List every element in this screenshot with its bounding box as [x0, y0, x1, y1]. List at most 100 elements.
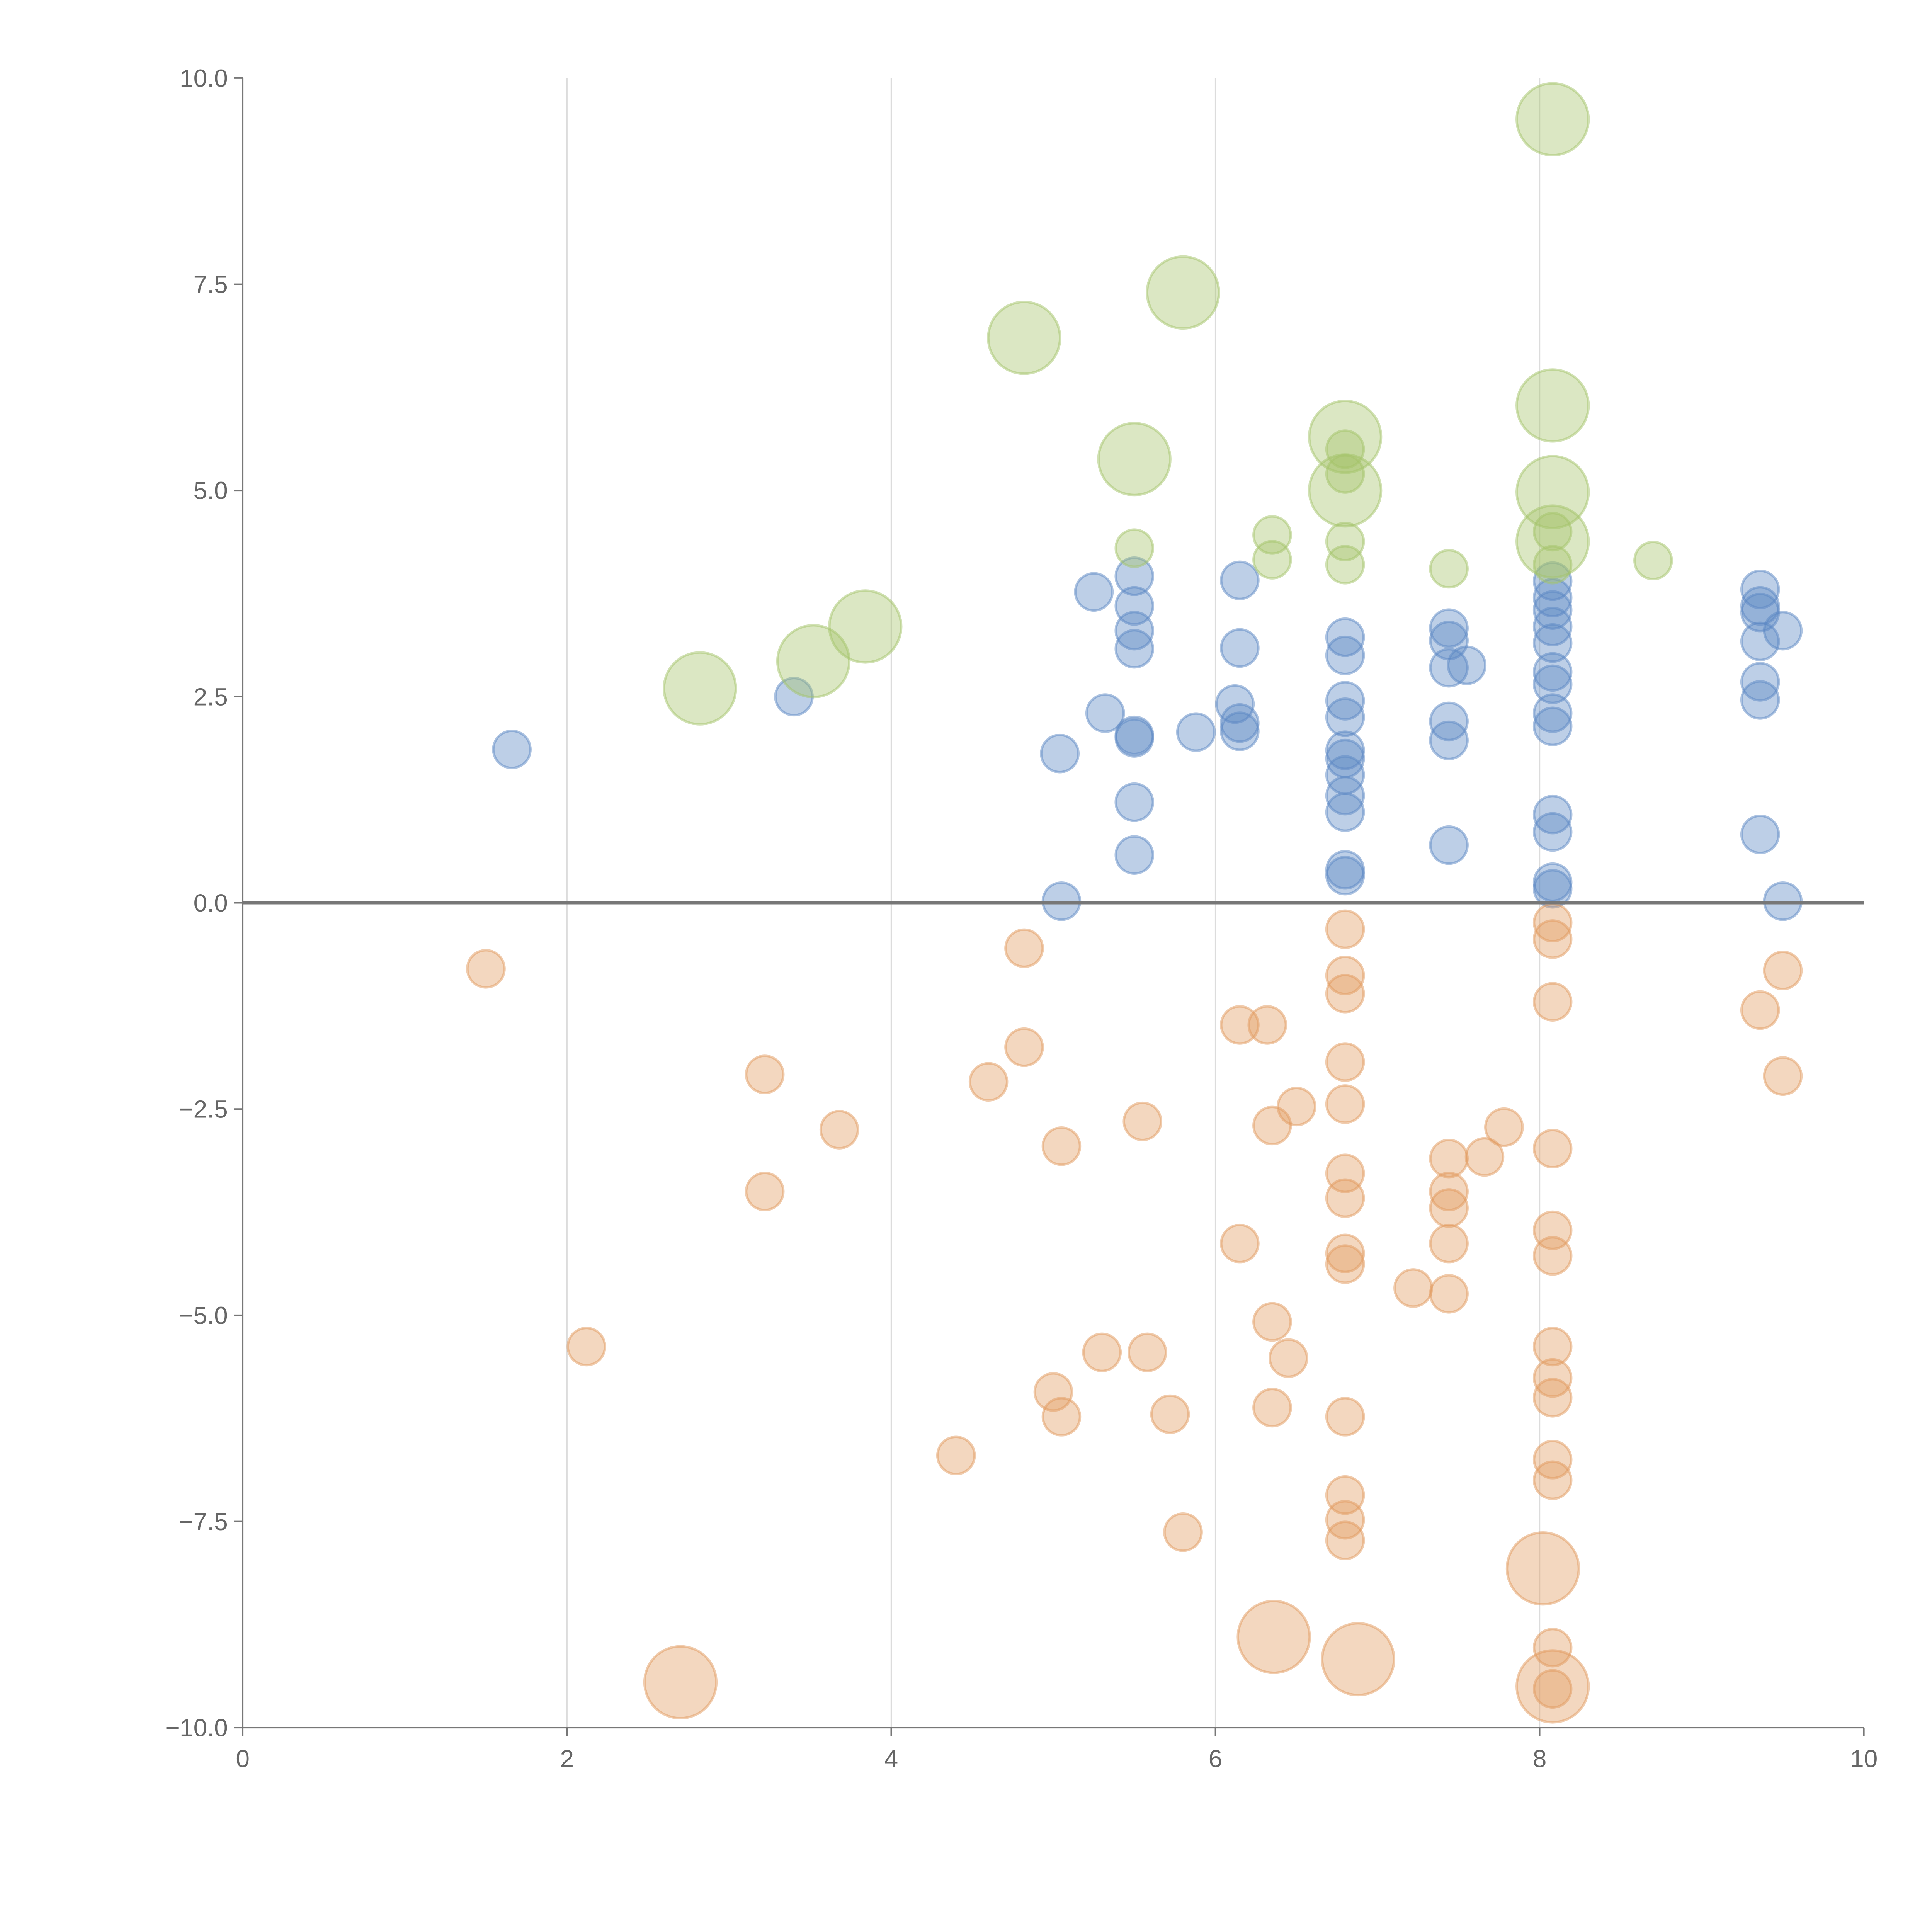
x-tick-label: 4: [884, 1745, 898, 1773]
data-point-blue: [1740, 570, 1780, 609]
data-point-orange-large: [1236, 1600, 1311, 1674]
data-point-orange: [1429, 1138, 1469, 1179]
data-point-orange: [1532, 1236, 1573, 1276]
y-tick-label: −5.0: [179, 1301, 228, 1329]
data-point-green-large: [1308, 400, 1383, 474]
data-point-orange: [1532, 1129, 1573, 1168]
data-point-green-large: [776, 624, 851, 699]
data-point-green-large: [1146, 255, 1220, 330]
data-point-orange: [1163, 1512, 1203, 1552]
data-point-orange: [1325, 1084, 1365, 1124]
data-point-blue: [1325, 792, 1365, 832]
data-point-orange: [1325, 1233, 1365, 1274]
data-point-orange: [1220, 1005, 1260, 1045]
data-point-blue: [1447, 645, 1487, 685]
data-point-orange: [745, 1054, 785, 1094]
y-tick-label: −7.5: [179, 1508, 228, 1536]
data-point-blue: [1740, 621, 1780, 662]
data-point-green-large: [1097, 422, 1172, 497]
data-point-green: [1252, 540, 1292, 580]
data-point-orange: [1532, 1327, 1573, 1367]
data-point-blue: [1325, 855, 1365, 896]
data-point-blue: [1429, 825, 1469, 865]
data-point-blue: [1114, 782, 1155, 822]
data-point-orange: [1325, 1520, 1365, 1560]
data-point-orange: [1041, 1397, 1082, 1437]
data-point-blue: [1532, 869, 1573, 909]
data-point-blue: [1114, 718, 1155, 758]
x-tick-label: 6: [1209, 1745, 1223, 1773]
data-point-green: [1532, 512, 1573, 552]
data-point-blue: [1429, 720, 1469, 760]
data-point-blue: [1740, 680, 1780, 720]
data-point-blue: [1763, 611, 1803, 651]
data-point-blue: [1532, 794, 1573, 835]
data-point-blue: [1325, 776, 1365, 816]
data-point-orange: [1429, 1223, 1469, 1264]
data-point-orange-large: [1505, 1531, 1580, 1606]
y-tick-label: 0.0: [194, 889, 228, 917]
data-point-blue: [1220, 703, 1260, 743]
data-point-blue: [1532, 590, 1573, 630]
data-point-green-large: [828, 589, 903, 664]
data-point-green-large: [1308, 453, 1383, 528]
data-point-green: [1429, 549, 1469, 589]
data-point-orange-large: [1321, 1622, 1395, 1697]
data-point-blue: [1532, 561, 1573, 601]
data-point-blue: [1220, 628, 1260, 668]
data-point-orange: [1532, 1669, 1573, 1709]
data-point-orange: [1252, 1388, 1292, 1428]
data-point-orange: [1082, 1332, 1122, 1372]
data-point-blue: [1763, 881, 1803, 921]
data-point-orange: [1464, 1137, 1505, 1177]
data-point-blue: [1532, 652, 1573, 692]
data-point-blue: [1114, 556, 1155, 596]
data-point-green-large: [1515, 82, 1590, 156]
data-point-orange: [1033, 1372, 1073, 1412]
y-tick-label: 5.0: [194, 477, 228, 505]
data-point-orange: [1247, 1005, 1287, 1045]
data-point-orange: [1220, 1223, 1260, 1264]
data-point-blue: [1532, 812, 1573, 852]
data-point-blue: [1114, 629, 1155, 669]
data-point-green: [1114, 528, 1155, 568]
data-point-orange: [1393, 1268, 1433, 1308]
data-points: [466, 82, 1803, 1724]
data-point-blue: [1532, 623, 1573, 663]
data-point-orange: [1325, 1397, 1365, 1437]
data-point-blue: [1085, 693, 1125, 733]
data-point-orange: [745, 1172, 785, 1211]
data-point-green-large: [663, 651, 737, 726]
data-point-orange: [1532, 1628, 1573, 1668]
data-point-green-large: [1515, 368, 1590, 443]
x-tick-label: 2: [560, 1745, 574, 1773]
data-point-orange: [936, 1435, 976, 1476]
data-point-orange: [1122, 1101, 1162, 1141]
data-point-blue: [1429, 608, 1469, 648]
data-point-orange: [1128, 1332, 1167, 1372]
data-point-orange: [1004, 1027, 1044, 1067]
data-point-orange: [1325, 1178, 1365, 1218]
data-point-orange: [466, 949, 506, 989]
y-tick-label: 2.5: [194, 683, 228, 711]
y-tick-label: 7.5: [194, 270, 228, 298]
data-point-blue: [1532, 578, 1573, 618]
data-point-orange: [1252, 1302, 1292, 1342]
data-point-orange: [1325, 1244, 1365, 1284]
data-point-blue: [1532, 693, 1573, 733]
data-point-blue: [1325, 681, 1365, 721]
data-point-blue: [492, 730, 532, 769]
x-tick-label: 8: [1533, 1745, 1547, 1773]
data-point-green-large: [1515, 504, 1590, 579]
data-point-orange: [566, 1327, 606, 1367]
data-point-green: [1633, 541, 1673, 580]
data-point-orange: [1277, 1087, 1316, 1127]
data-point-blue: [1220, 560, 1260, 600]
data-point-orange: [1484, 1107, 1524, 1147]
data-point-orange: [1532, 1378, 1573, 1418]
data-point-orange: [1325, 1500, 1365, 1540]
x-tick-label: 10: [1850, 1745, 1878, 1773]
data-point-blue: [1740, 815, 1780, 854]
data-point-orange: [1763, 1056, 1803, 1096]
data-point-orange: [1532, 1440, 1573, 1480]
